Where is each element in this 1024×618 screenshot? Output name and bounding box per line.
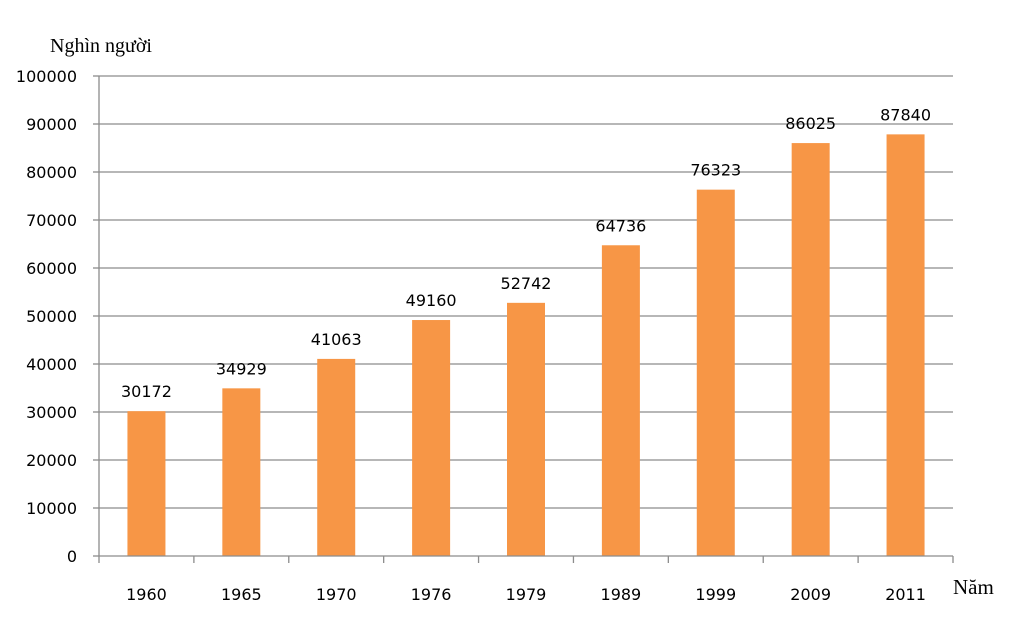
y-tick-label: 20000 [26,451,77,470]
y-tick-label: 0 [67,547,77,566]
data-label-1960: 30172 [121,382,172,401]
x-tick-label-2009: 2009 [790,585,831,604]
data-label-1999: 76323 [690,161,741,180]
axes [98,76,954,563]
bar-1989 [601,245,640,556]
data-labels: 30172 34929 41063 49160 52742 64736 76323 86025… [121,105,931,401]
x-tick-label-2011: 2011 [885,585,926,604]
data-label-2011: 87840 [880,105,931,124]
bar-1965 [222,388,261,556]
bar-1999 [696,189,735,556]
data-label-1979: 52742 [501,274,552,293]
y-tick-label: 100000 [16,67,77,86]
bar-1976 [412,320,451,556]
x-tick-label-1979: 1979 [506,585,547,604]
y-tick-label: 60000 [26,259,77,278]
bars [127,134,925,557]
x-tick-label-1989: 1989 [601,585,642,604]
x-tick-label-1965: 1965 [221,585,262,604]
y-axis-title: Nghìn người [50,35,152,57]
data-label-2009: 86025 [785,114,836,133]
x-tick-label-1960: 1960 [126,585,167,604]
x-tick-label-1999: 1999 [695,585,736,604]
y-tick-label: 50000 [26,307,77,326]
x-axis-title: Năm [953,575,994,599]
y-tick-label: 80000 [26,163,77,182]
data-label-1965: 34929 [216,359,267,378]
bar-1960 [127,411,166,556]
x-tick-label-1970: 1970 [316,585,357,604]
bar-2009 [791,143,830,556]
y-tick-label: 70000 [26,211,77,230]
bar-2011 [886,134,925,557]
data-label-1989: 64736 [595,216,646,235]
bar-1979 [507,302,545,556]
y-tick-label: 30000 [26,403,77,422]
x-tick-labels: 1960 1965 1970 1976 1979 1989 1999 2009 2011 [126,585,926,604]
y-tick-label: 10000 [26,499,77,518]
y-tick-label: 40000 [26,355,77,374]
data-label-1976: 49160 [406,291,457,310]
data-label-1970: 41063 [311,330,362,349]
bar-1970 [317,358,356,556]
x-tick-label-1976: 1976 [411,585,452,604]
y-tick-label: 90000 [26,115,77,134]
y-tick-labels: 0 10000 20000 30000 40000 50000 60000 70000 8000… [16,67,99,566]
